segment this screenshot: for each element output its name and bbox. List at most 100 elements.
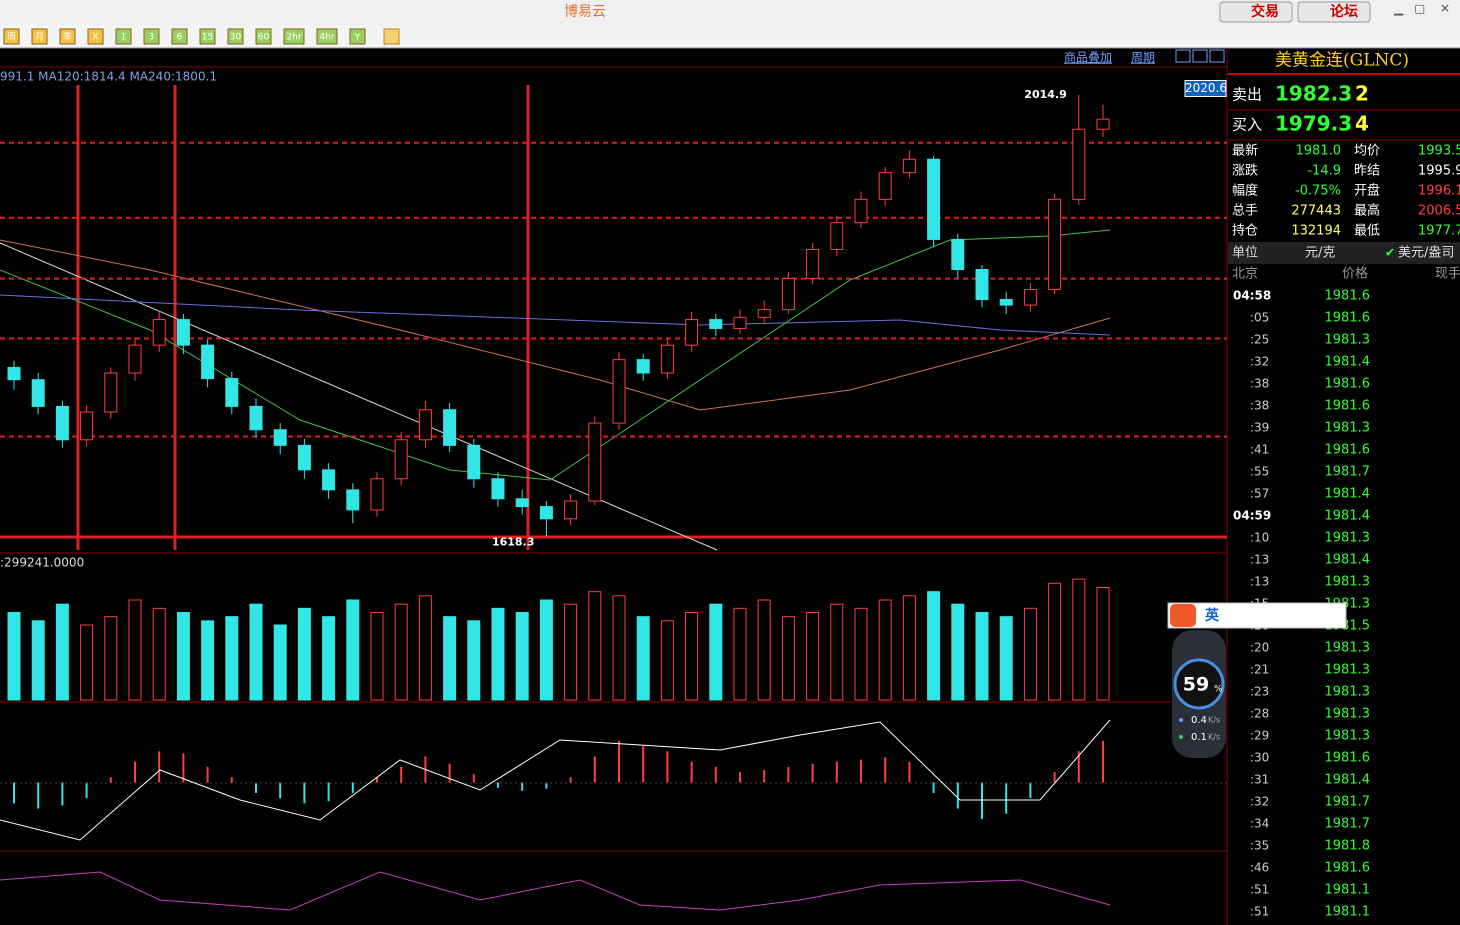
macd-bar: [835, 761, 838, 783]
period-label[interactable]: 1: [121, 33, 127, 43]
period-button[interactable]: [316, 28, 338, 45]
period-button[interactable]: [59, 28, 76, 45]
volume-bar: [951, 603, 965, 701]
tick-price: 1981.4: [1325, 553, 1371, 568]
ime-dot: [1179, 735, 1183, 739]
trade-label[interactable]: 交易: [1251, 3, 1279, 20]
maximize[interactable]: ▢: [1414, 2, 1425, 16]
period-button[interactable]: [227, 28, 244, 45]
zoom-button[interactable]: [1175, 49, 1191, 63]
tick-time: :13: [1250, 575, 1269, 589]
period-button[interactable]: [87, 28, 104, 45]
volume-bar: [515, 612, 529, 701]
tick-price: 1981.3: [1325, 641, 1371, 656]
tick-time: :55: [1250, 465, 1269, 479]
candle-body: [636, 359, 650, 374]
forum-label[interactable]: 论坛: [1330, 3, 1358, 20]
period-label[interactable]: 周: [7, 32, 16, 43]
macd-bar: [763, 770, 766, 783]
close[interactable]: ✕: [1440, 2, 1450, 16]
macd-bar: [569, 777, 572, 783]
macd-bar: [618, 740, 620, 783]
zoom-button[interactable]: [1209, 49, 1225, 63]
tick-time: :32: [1250, 355, 1269, 369]
volume-bar: [152, 607, 166, 701]
candle-body: [225, 378, 239, 407]
period-label[interactable]: 3: [149, 33, 155, 43]
candle-body: [806, 248, 820, 279]
tick-price: 1981.3: [1325, 707, 1371, 722]
candle-body: [152, 319, 166, 346]
tick-price: 1981.7: [1325, 817, 1371, 832]
period-button[interactable]: [115, 28, 132, 45]
macd-bar: [134, 761, 136, 783]
tick-price: 1981.6: [1325, 311, 1371, 326]
stat-value: 277443: [1291, 204, 1341, 219]
period-button[interactable]: [255, 28, 272, 45]
period-label[interactable]: 季: [63, 31, 72, 43]
period-label[interactable]: 6: [177, 33, 183, 43]
unit-bar: [1228, 242, 1460, 264]
ime-rate: 0.1: [1191, 732, 1207, 743]
period-label[interactable]: Y: [354, 33, 361, 43]
volume-bar: [370, 612, 384, 701]
overlay-link[interactable]: 商品叠加: [1064, 50, 1112, 65]
tick-price: 1981.4: [1325, 355, 1371, 370]
period-label[interactable]: 4hr: [319, 33, 334, 43]
stat-value: 1993.5: [1418, 144, 1460, 159]
period-button[interactable]: [31, 28, 48, 45]
period-button[interactable]: [199, 28, 216, 45]
side-price: 1982.3: [1275, 82, 1352, 106]
minimize[interactable]: ▁: [1393, 2, 1404, 16]
tick-price: 1981.7: [1325, 465, 1371, 480]
tick-price: 1981.4: [1325, 509, 1371, 524]
volume-bar: [176, 612, 190, 701]
toolbar-icon[interactable]: [383, 28, 400, 45]
period-button[interactable]: [171, 28, 188, 45]
tick-time: :13: [1250, 553, 1269, 567]
ma-line: [0, 294, 1111, 336]
candle-body: [781, 277, 795, 311]
stat-label: 开盘: [1354, 183, 1380, 199]
macd-bar: [860, 759, 862, 783]
period-link[interactable]: 周期: [1131, 51, 1155, 65]
candle-body: [1048, 198, 1062, 291]
period-label[interactable]: 15: [202, 33, 213, 43]
macd-bar: [303, 782, 306, 804]
period-label[interactable]: 月: [35, 32, 44, 43]
macd-bar: [255, 782, 257, 793]
tick-price: 1981.1: [1325, 883, 1371, 898]
zoom-button[interactable]: [1192, 49, 1208, 63]
macd-bar: [932, 782, 935, 793]
volume-bar: [539, 599, 553, 701]
tick-price: 1981.6: [1325, 751, 1371, 766]
period-label[interactable]: 2hr: [286, 33, 301, 43]
candle-body: [31, 379, 45, 407]
volume-bar: [297, 607, 311, 701]
tick-time: :38: [1250, 399, 1269, 413]
stat-label: 昨结: [1354, 164, 1380, 179]
period-label[interactable]: X: [92, 33, 98, 43]
period-button[interactable]: [283, 28, 305, 45]
period-button[interactable]: [143, 28, 160, 45]
ime-lang[interactable]: 英: [1204, 607, 1220, 624]
candle-body: [1023, 289, 1037, 306]
period-label[interactable]: 30: [230, 33, 242, 43]
window-title: 博易云: [564, 3, 606, 20]
candle-body: [297, 444, 311, 471]
macd-bar: [472, 774, 475, 783]
period-button[interactable]: [3, 28, 20, 45]
period-button[interactable]: [349, 28, 366, 45]
side-price: 1979.3: [1275, 112, 1352, 136]
trade-button[interactable]: [1219, 1, 1293, 23]
candle-body: [273, 429, 287, 446]
macd-bar: [1053, 772, 1056, 783]
forum-button[interactable]: [1297, 1, 1371, 23]
macd-bar: [85, 782, 88, 799]
volume-bar: [55, 603, 69, 701]
ime-bar[interactable]: [1167, 602, 1347, 629]
ime-logo[interactable]: [1170, 604, 1196, 627]
period-label[interactable]: 60: [258, 33, 270, 43]
unit-option[interactable]: 美元/盎司: [1398, 246, 1454, 261]
